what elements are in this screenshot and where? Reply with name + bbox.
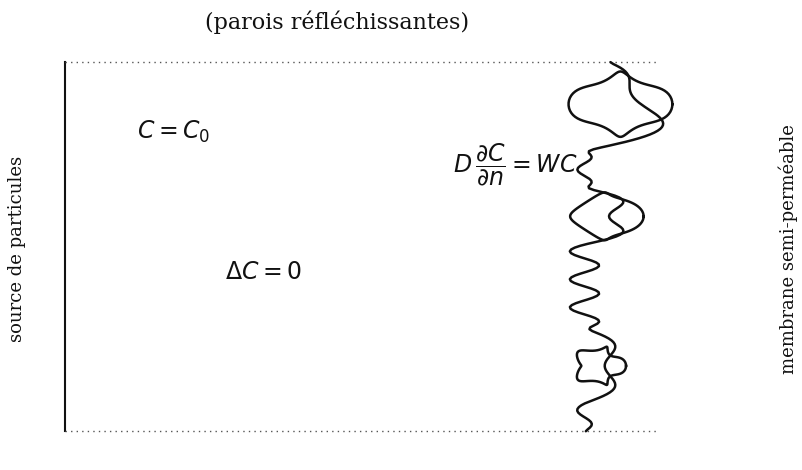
Text: membrane semi-perméable: membrane semi-perméable <box>779 124 798 374</box>
Text: $D\,\dfrac{\partial C}{\partial n} = WC$: $D\,\dfrac{\partial C}{\partial n} = WC$ <box>452 142 577 188</box>
Text: (parois réfléchissantes): (parois réfléchissantes) <box>205 11 469 34</box>
Text: $C = C_0$: $C = C_0$ <box>137 119 211 145</box>
Text: $\Delta C = 0$: $\Delta C = 0$ <box>225 261 302 284</box>
Text: source de particules: source de particules <box>8 156 26 342</box>
